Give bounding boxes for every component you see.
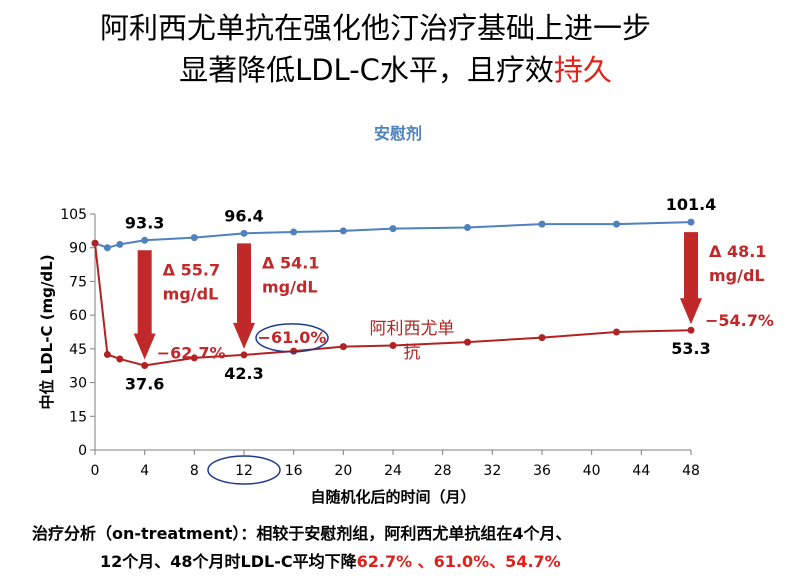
series-1-point (538, 334, 546, 342)
y-tick-label: 75 (69, 274, 87, 290)
series-0-point (464, 223, 471, 231)
y-axis-title: 中位 LDL-C (mg/dL) (38, 254, 56, 409)
point-label: 96.4 (224, 206, 263, 225)
series-1-point (613, 328, 620, 336)
reduction-delta-label: Δ 55.7 (163, 260, 220, 279)
series-1-point (190, 354, 198, 362)
series-0-point (613, 220, 620, 228)
footer-line2: 12个月、48个月时LDL-C平均下降62.7% 、61.0%、54.7% (100, 548, 791, 576)
highlight-ellipse-xtick (207, 455, 281, 485)
point-label: 37.6 (125, 374, 164, 393)
point-label: 93.3 (125, 213, 164, 232)
x-tick-label: 8 (190, 463, 199, 479)
x-tick-label: 20 (334, 463, 352, 479)
series-1-point (339, 343, 347, 351)
series-0-point (116, 240, 124, 248)
y-tick-label: 30 (69, 376, 87, 392)
slide-title-emphasis: 持久 (553, 53, 612, 87)
slide-title-line1: 阿利西尤单抗在强化他汀治疗基础上进一步 (99, 11, 651, 45)
series-0-point (538, 220, 546, 228)
series-1-point (464, 338, 471, 346)
x-tick-label: 28 (434, 463, 452, 479)
reduction-pct-label: −54.7% (705, 311, 774, 330)
series-label-alirocumab-line2: 抗 (404, 343, 421, 363)
y-tick-label: 15 (69, 409, 87, 425)
series-0-point (190, 234, 198, 242)
point-label: 101.4 (666, 195, 717, 214)
series-1-point (389, 341, 397, 349)
x-tick-label: 44 (632, 463, 650, 479)
series-0-point (339, 227, 347, 235)
x-tick-label: 0 (91, 463, 100, 479)
x-tick-label: 40 (583, 463, 601, 479)
footer-main: 12个月、48个月时LDL-C平均下降 (100, 552, 357, 571)
footer-emphasis: 62.7% 、61.0%、54.7% (356, 552, 561, 571)
series-label-alirocumab-line1: 阿利西尤单 (370, 319, 455, 339)
reduction-delta-label: Δ 54.1 (262, 253, 319, 272)
x-tick-label: 4 (140, 463, 149, 479)
series-1-point (91, 239, 99, 247)
x-tick-label: 32 (483, 463, 501, 479)
reduction-pct-label: −61.0% (258, 328, 327, 347)
x-tick-label: 16 (285, 463, 303, 479)
series-1-point (116, 355, 124, 363)
series-1-point (687, 326, 695, 334)
reduction-arrow (133, 250, 156, 360)
series-0-point (240, 229, 248, 237)
slide-title-line2: 显著降低LDL-C水平，且疗效持久 (0, 50, 791, 90)
x-tick-label: 48 (682, 463, 700, 479)
series-1-point (103, 350, 111, 358)
point-label: 53.3 (671, 339, 710, 358)
reduction-unit-label: mg/dL (163, 284, 219, 303)
series-0-point (103, 244, 111, 252)
slide-title-main: 显著降低LDL-C水平，且疗效 (179, 53, 554, 87)
series-1-point (240, 351, 248, 359)
x-tick-label: 24 (384, 463, 402, 479)
reduction-pct-label: −62.7% (157, 343, 226, 362)
series-0-point (290, 228, 298, 236)
reduction-delta-label: Δ 48.1 (709, 242, 766, 261)
highlight-ellipse-pct (255, 323, 329, 353)
series-1-point (141, 361, 149, 369)
point-label: 42.3 (224, 364, 263, 383)
y-tick-label: 0 (78, 443, 87, 459)
series-0-point (687, 218, 695, 226)
series-0-point (389, 225, 397, 233)
reduction-arrow (680, 232, 702, 325)
reduction-arrow (233, 243, 255, 349)
y-tick-label: 105 (60, 207, 87, 223)
reduction-unit-label: mg/dL (709, 266, 765, 285)
x-tick-label: 12 (235, 463, 253, 479)
y-tick-label: 45 (69, 342, 87, 358)
y-tick-label: 90 (69, 241, 87, 257)
x-axis-title: 自随机化后的时间（月） (310, 488, 475, 506)
footer-line1: 治疗分析（on-treatment）：相较于安慰剂组，阿利西尤单抗组在4个月、 (32, 524, 572, 543)
legend-placebo-label: 安慰剂 (374, 124, 423, 143)
x-tick-label: 36 (533, 463, 551, 479)
y-tick-label: 60 (69, 308, 87, 324)
reduction-unit-label: mg/dL (262, 277, 318, 296)
series-1-point (290, 347, 298, 355)
series-0-point (141, 236, 149, 244)
